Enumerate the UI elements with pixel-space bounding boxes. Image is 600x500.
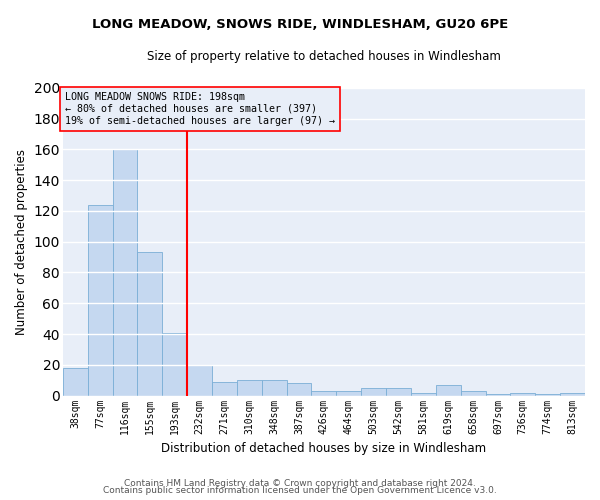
Bar — [535, 394, 560, 396]
Title: Size of property relative to detached houses in Windlesham: Size of property relative to detached ho… — [147, 50, 501, 63]
Bar — [311, 391, 337, 396]
Bar — [212, 382, 237, 396]
Bar — [237, 380, 262, 396]
Bar — [361, 388, 386, 396]
Bar — [113, 150, 137, 396]
Bar — [287, 384, 311, 396]
Bar — [63, 368, 88, 396]
Text: LONG MEADOW SNOWS RIDE: 198sqm
← 80% of detached houses are smaller (397)
19% of: LONG MEADOW SNOWS RIDE: 198sqm ← 80% of … — [65, 92, 335, 126]
Bar — [262, 380, 287, 396]
Text: Contains HM Land Registry data © Crown copyright and database right 2024.: Contains HM Land Registry data © Crown c… — [124, 478, 476, 488]
Bar — [436, 385, 461, 396]
Bar — [485, 394, 511, 396]
Text: LONG MEADOW, SNOWS RIDE, WINDLESHAM, GU20 6PE: LONG MEADOW, SNOWS RIDE, WINDLESHAM, GU2… — [92, 18, 508, 30]
Bar — [386, 388, 411, 396]
Bar — [337, 391, 361, 396]
Y-axis label: Number of detached properties: Number of detached properties — [15, 148, 28, 334]
Bar — [88, 205, 113, 396]
Bar — [511, 392, 535, 396]
Text: Contains public sector information licensed under the Open Government Licence v3: Contains public sector information licen… — [103, 486, 497, 495]
Bar — [162, 332, 187, 396]
Bar — [187, 365, 212, 396]
X-axis label: Distribution of detached houses by size in Windlesham: Distribution of detached houses by size … — [161, 442, 487, 455]
Bar — [411, 392, 436, 396]
Bar — [461, 391, 485, 396]
Bar — [560, 392, 585, 396]
Bar — [137, 252, 162, 396]
